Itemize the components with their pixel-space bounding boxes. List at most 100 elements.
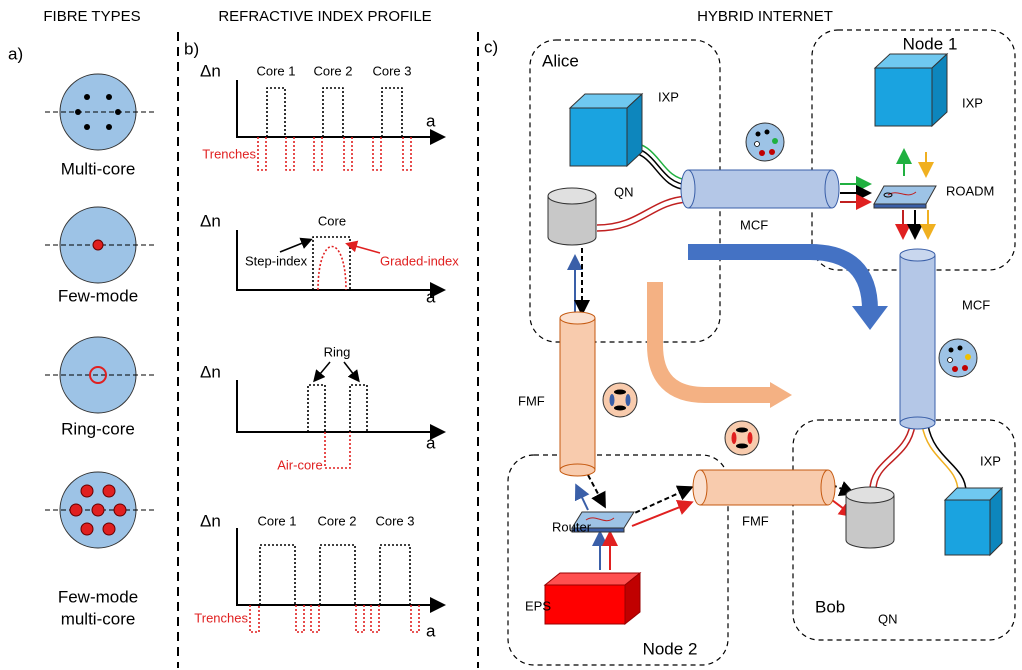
device-label: ROADM [946,183,994,198]
fibres-shape [603,383,637,417]
fibres-shape [610,394,615,406]
profile-3-shape [344,362,358,380]
profile-1: Δn a Core 1 Core 2 Core 3 Trenches [200,61,442,170]
device-label: IXP [980,453,1001,468]
devices-shape [545,573,640,585]
fibre-links-shape [870,425,910,490]
ring-label: Ring [324,344,351,359]
profile-3-shape [325,432,350,468]
fibres-shape [560,464,595,476]
fibres-shape [772,138,778,144]
core-label: Core 2 [317,513,356,528]
fibre-types-shape-shape [81,485,93,497]
trench-label: Trenches [202,146,256,161]
axis-label: a [426,111,436,130]
fibres-shape [614,390,626,395]
arrows-large-shape [770,382,792,408]
device-label: EPS [525,598,551,613]
fibre-types-shape [75,109,81,115]
fibre-links-shape [597,202,688,231]
axis-label: a [426,433,436,452]
fibres-shape [756,132,761,137]
fibres-shape [736,428,748,433]
profile-4-shape [237,528,442,605]
fibre-label: FMF [742,513,769,528]
device-label: IXP [658,89,679,104]
fibre-types-shape-shape [103,523,115,535]
fibres-shape [821,470,835,505]
region-label: Node 1 [903,34,958,53]
fibres-shape [614,406,626,411]
fibre-label: Few-mode [58,587,138,606]
profile-2-shape [318,247,346,291]
axis-label: a [426,287,436,306]
fibres-shape [825,170,839,208]
fibre-links-shape [876,425,915,490]
fibres-shape [948,358,953,363]
header: HYBRID INTERNET [697,8,833,25]
fibres-shape [952,366,958,372]
fibres: MCF MCF FMF FMF [518,123,990,528]
fibres-shape [755,142,760,147]
fibres-shape [949,348,954,353]
axis-label: Δn [200,362,221,381]
fibre-types-shape [106,124,112,130]
profile-3-shape [237,380,442,432]
device-label: QN [878,611,898,626]
fibre-links-shape [628,488,690,516]
axis-label: a [426,621,436,640]
trench-label: Trenches [194,610,248,625]
fibres-shape [560,318,595,470]
core-label: Core 3 [375,513,414,528]
fibres-shape [765,130,770,135]
profile-1-shape [258,137,411,170]
core-label: Core 3 [372,63,411,78]
fibres-shape [746,123,784,161]
fibres-shape [688,170,832,208]
fibres-shape [965,354,971,360]
axis-label: Δn [200,211,221,230]
fibre-label: Multi-core [61,159,136,178]
fibre-label: Few-mode [58,286,138,305]
profile-4-shape [260,545,410,605]
fibre-label: MCF [962,297,990,312]
air-core-label: Air-core [277,457,323,472]
fibre-types-shape [84,94,90,100]
fibre-label: FMF [518,393,545,408]
profile-2-shape [280,240,310,252]
fibres-shape [759,150,765,156]
fibre-links-shape [577,487,588,510]
fibre-types-shape [84,124,90,130]
region-label: Bob [815,597,845,616]
fibre-links-shape [928,425,966,492]
fibres-shape [958,346,963,351]
profile-4: Δn a Core 1 Core 2 Core 3 Trenches [194,511,442,640]
profile-3-shape [308,385,367,432]
fibre-links-shape [922,425,958,492]
arrows-large-shape [852,306,888,330]
device-label: Router [552,519,592,534]
profile-2: Δn a Core Step-index Graded-index [200,211,459,306]
fibre-types-shape [115,109,121,115]
figure: FIBRE TYPES REFRACTIVE INDEX PROFILE HYB… [0,0,1022,670]
graded-label: Graded-index [380,253,459,268]
fibres-shape [736,444,748,449]
core-label: Core 1 [257,513,296,528]
fibre-types-shape-shape [114,504,126,516]
fibre-types: Multi-core Few-mode Ring-core Few-mode m… [45,74,155,628]
region-label: Node 2 [643,639,698,658]
fibre-types-shape-shape [103,485,115,497]
fibre-links-shape [597,196,688,225]
fibre-label: multi-core [61,609,136,628]
fibre-types-shape [106,94,112,100]
fibres-shape [939,339,977,377]
profile-3-shape [315,362,330,380]
fibre-types-shape-shape [92,504,104,516]
profile-4-shape [250,605,419,632]
device-label: QN [614,184,634,199]
panel-label: a) [8,44,23,63]
fibres-shape [900,417,935,429]
devices-shape [875,68,932,126]
fibres-shape [732,432,737,444]
panel-label: b) [184,39,199,58]
